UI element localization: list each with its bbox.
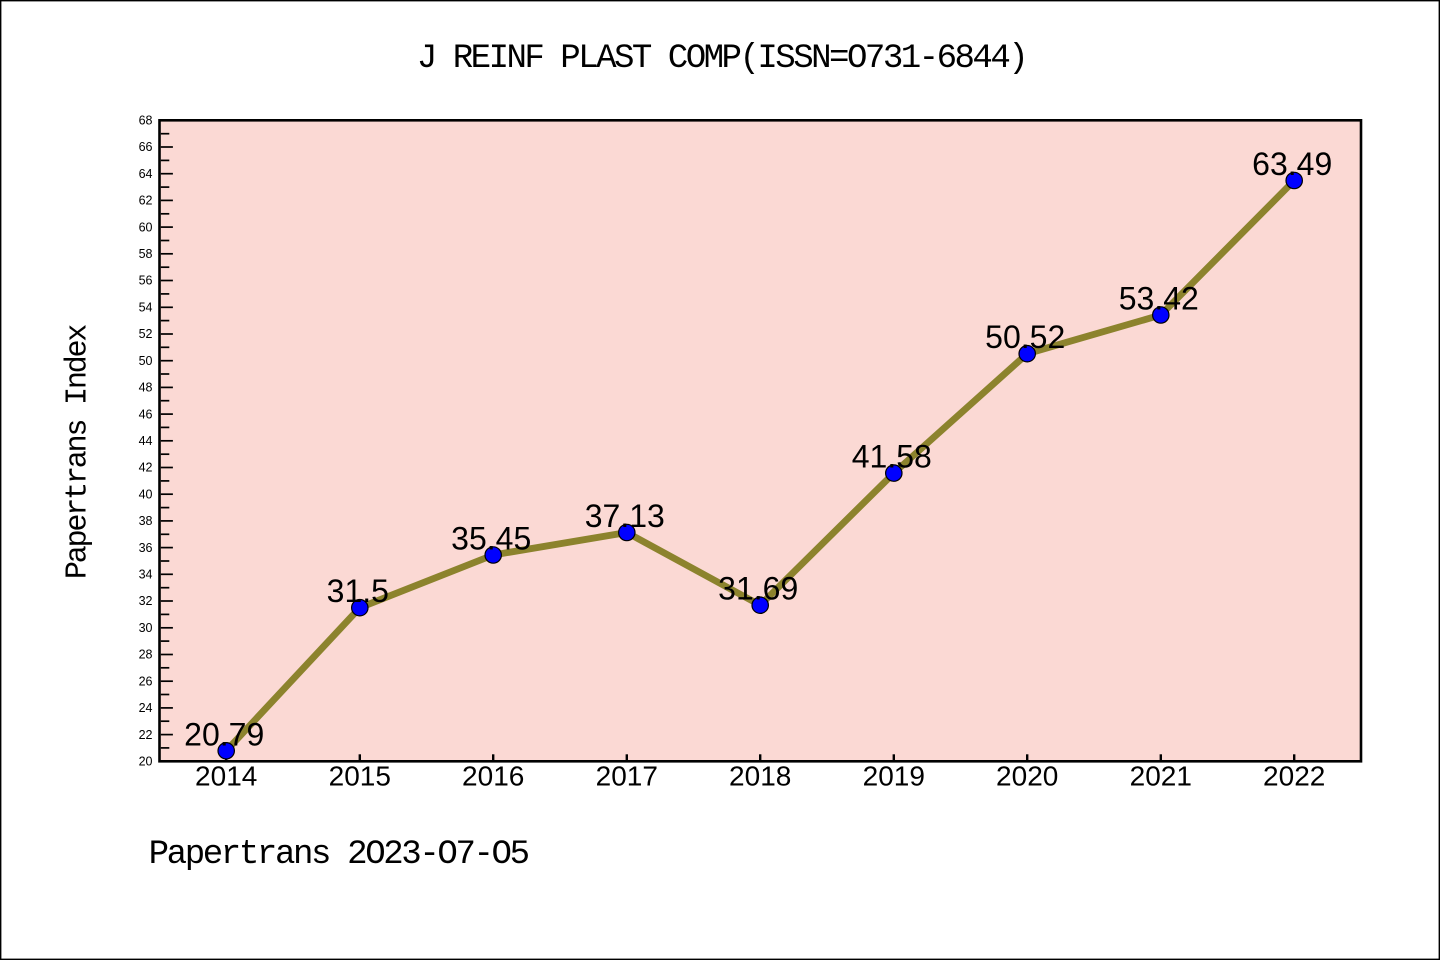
svg-text:66: 66 <box>139 140 153 154</box>
svg-text:58: 58 <box>139 247 153 261</box>
svg-text:30: 30 <box>139 621 153 635</box>
svg-text:31.69: 31.69 <box>718 571 798 607</box>
svg-text:54: 54 <box>139 301 153 315</box>
svg-text:22: 22 <box>139 728 153 742</box>
svg-text:50: 50 <box>139 354 153 368</box>
svg-text:36: 36 <box>139 541 153 555</box>
svg-text:20: 20 <box>139 755 153 769</box>
svg-text:38: 38 <box>139 514 153 528</box>
svg-text:52: 52 <box>139 327 153 341</box>
svg-text:2019: 2019 <box>863 761 925 792</box>
svg-text:48: 48 <box>139 381 153 395</box>
svg-text:63.49: 63.49 <box>1252 146 1332 182</box>
svg-text:28: 28 <box>139 648 153 662</box>
svg-text:53.42: 53.42 <box>1119 281 1199 317</box>
svg-text:24: 24 <box>139 701 153 715</box>
svg-text:2020: 2020 <box>996 761 1058 792</box>
svg-text:31.5: 31.5 <box>327 573 389 609</box>
svg-text:2021: 2021 <box>1130 761 1192 792</box>
svg-text:37.13: 37.13 <box>585 498 665 534</box>
svg-text:34: 34 <box>139 568 153 582</box>
svg-text:2017: 2017 <box>596 761 658 792</box>
svg-text:62: 62 <box>139 194 153 208</box>
svg-text:26: 26 <box>139 674 153 688</box>
svg-text:20.79: 20.79 <box>184 716 264 752</box>
svg-text:41.58: 41.58 <box>852 439 932 475</box>
svg-text:56: 56 <box>139 274 153 288</box>
svg-text:Papertrans 2O23-O7-O5: Papertrans 2O23-O7-O5 <box>149 836 529 874</box>
svg-text:64: 64 <box>139 167 153 181</box>
svg-text:46: 46 <box>139 407 153 421</box>
svg-text:42: 42 <box>139 461 153 475</box>
svg-text:40: 40 <box>139 487 153 501</box>
svg-text:Papertrans Index: Papertrans Index <box>62 325 96 579</box>
svg-text:60: 60 <box>139 220 153 234</box>
svg-text:J REINF PLAST COMP(ISSN=O731-6: J REINF PLAST COMP(ISSN=O731-6844) <box>417 40 1026 78</box>
svg-text:2014: 2014 <box>195 761 257 792</box>
svg-text:68: 68 <box>139 114 153 128</box>
svg-text:2015: 2015 <box>329 761 391 792</box>
svg-text:2022: 2022 <box>1263 761 1325 792</box>
svg-text:50.52: 50.52 <box>985 319 1065 355</box>
svg-text:2016: 2016 <box>462 761 524 792</box>
svg-text:35.45: 35.45 <box>451 521 531 557</box>
svg-text:44: 44 <box>139 434 153 448</box>
svg-text:2018: 2018 <box>729 761 791 792</box>
svg-text:32: 32 <box>139 594 153 608</box>
